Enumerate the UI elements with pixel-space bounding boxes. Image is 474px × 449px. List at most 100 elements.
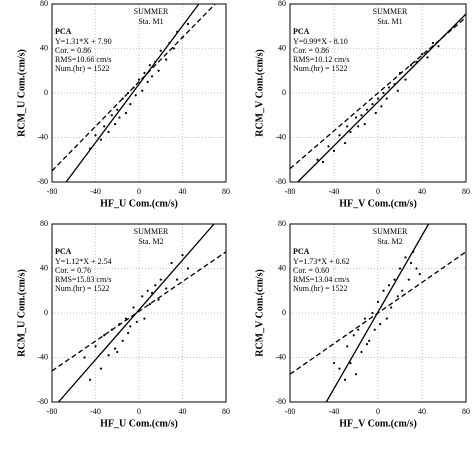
point bbox=[332, 149, 336, 152]
stat-line: RMS=13.04 cm/s bbox=[293, 275, 350, 284]
point bbox=[373, 328, 376, 331]
point bbox=[437, 45, 440, 48]
stat-line: RMS=15.83 cm/s bbox=[55, 275, 112, 284]
point bbox=[409, 261, 413, 265]
point bbox=[431, 41, 435, 45]
x-axis-label: HF_U Com.(cm/s) bbox=[100, 418, 178, 429]
point bbox=[134, 94, 137, 97]
point bbox=[88, 378, 92, 381]
point bbox=[129, 103, 132, 106]
point bbox=[390, 306, 393, 309]
x-tick-label: 40 bbox=[179, 407, 187, 416]
stat-line: Num.(hr) = 1522 bbox=[293, 284, 348, 293]
x-tick-label: -40 bbox=[90, 187, 101, 196]
point bbox=[354, 116, 358, 119]
y-tick-label: 80 bbox=[278, 0, 286, 8]
x-tick-label: 40 bbox=[418, 407, 426, 416]
x-tick-label: -80 bbox=[47, 407, 58, 416]
point bbox=[165, 287, 168, 290]
point bbox=[349, 361, 352, 365]
point bbox=[379, 323, 382, 326]
point bbox=[387, 86, 391, 89]
point bbox=[352, 334, 355, 337]
x-tick-label: -80 bbox=[47, 187, 58, 196]
station-label: Sta. M1 bbox=[377, 17, 402, 26]
y-tick-label: 0 bbox=[282, 308, 286, 317]
y-tick-label: -80 bbox=[37, 397, 48, 406]
point bbox=[346, 125, 349, 128]
point bbox=[357, 125, 360, 128]
point bbox=[172, 47, 175, 50]
point bbox=[157, 69, 160, 72]
point bbox=[321, 160, 325, 164]
point bbox=[110, 114, 113, 117]
point bbox=[396, 89, 399, 92]
x-tick-label: 0 bbox=[376, 407, 380, 416]
method-label: PCA bbox=[293, 247, 310, 256]
station-label: Sta. M2 bbox=[377, 237, 402, 246]
y-tick-label: 40 bbox=[278, 43, 286, 52]
point bbox=[103, 334, 106, 337]
point bbox=[396, 295, 399, 298]
point bbox=[186, 22, 190, 26]
point bbox=[113, 123, 117, 126]
y-tick-label: 0 bbox=[44, 308, 48, 317]
point bbox=[118, 116, 121, 119]
point bbox=[154, 284, 157, 287]
stat-line: RMS=10.66 cm/s bbox=[55, 55, 112, 64]
point bbox=[157, 298, 160, 301]
point bbox=[103, 125, 106, 128]
point bbox=[132, 306, 135, 309]
point bbox=[398, 267, 402, 270]
fit-line bbox=[65, 3, 200, 183]
point bbox=[186, 267, 190, 270]
y-tick-label: -80 bbox=[37, 177, 48, 186]
point bbox=[368, 339, 371, 342]
y-axis-label: RCM_U Com.(cm/s) bbox=[16, 49, 27, 137]
point bbox=[376, 300, 380, 303]
point bbox=[409, 64, 413, 67]
x-tick-label: 0 bbox=[137, 187, 141, 196]
point bbox=[371, 311, 374, 315]
point bbox=[143, 317, 146, 320]
x-axis-label: HF_V Com.(cm/s) bbox=[339, 198, 417, 209]
method-label: PCA bbox=[55, 247, 72, 256]
y-tick-label: 40 bbox=[40, 263, 48, 272]
x-tick-label: 40 bbox=[418, 187, 426, 196]
fit-line bbox=[325, 223, 430, 403]
stat-line: Num.(hr) = 1522 bbox=[55, 284, 110, 293]
point bbox=[107, 130, 110, 134]
plot-frame bbox=[289, 223, 467, 403]
point bbox=[426, 56, 429, 59]
x-tick-label: 80 bbox=[462, 187, 470, 196]
stat-line: Y=0.99*X - 8.10 bbox=[293, 37, 348, 46]
station-label: Sta. M2 bbox=[138, 237, 163, 246]
point bbox=[150, 75, 154, 78]
point bbox=[393, 278, 396, 281]
point bbox=[83, 356, 86, 359]
stat-line: Num.(hr) = 1522 bbox=[55, 64, 110, 73]
plot-frame bbox=[289, 3, 467, 183]
point bbox=[338, 134, 341, 137]
point bbox=[316, 158, 319, 161]
point bbox=[99, 367, 103, 370]
point bbox=[380, 105, 383, 108]
stat-line: Y=1.73*X + 0.62 bbox=[293, 257, 350, 266]
point bbox=[343, 378, 347, 381]
point bbox=[415, 267, 418, 270]
y-axis-label: RCM_V Com.(cm/s) bbox=[254, 49, 265, 137]
y-axis-label: RCM_U Com.(cm/s) bbox=[16, 269, 27, 357]
point bbox=[165, 58, 168, 61]
point bbox=[148, 64, 151, 67]
point bbox=[371, 103, 374, 106]
point bbox=[332, 361, 336, 365]
y-tick-label: 80 bbox=[40, 0, 48, 8]
y-axis-label: RCM_V Com.(cm/s) bbox=[254, 269, 265, 357]
point bbox=[401, 289, 404, 292]
plot-frame bbox=[51, 3, 227, 183]
y-tick-label: 0 bbox=[282, 88, 286, 97]
point bbox=[376, 97, 380, 100]
y-tick-label: -80 bbox=[275, 177, 286, 186]
point bbox=[170, 261, 173, 265]
